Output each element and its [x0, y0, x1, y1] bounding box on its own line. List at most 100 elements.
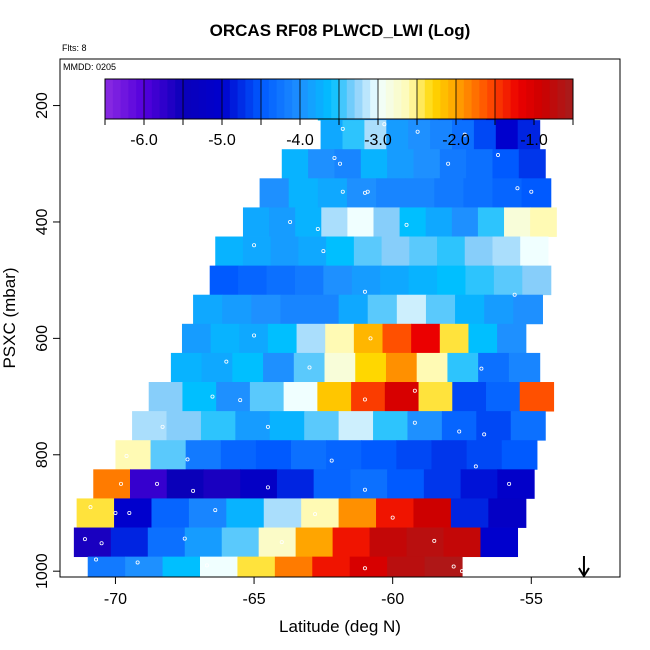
- colorbar-segment: [105, 79, 114, 119]
- sample-point: [368, 336, 373, 341]
- sample-point: [329, 458, 334, 463]
- y-tick-label: 800: [34, 441, 51, 468]
- heatmap-cell: [263, 352, 295, 383]
- heatmap-cell: [200, 411, 236, 441]
- heatmap-cell: [441, 411, 477, 441]
- heatmap-cell: [188, 498, 227, 528]
- colorbar-segment: [378, 79, 387, 119]
- colorbar-segment: [229, 79, 239, 119]
- heatmap-cell: [280, 294, 311, 325]
- heatmap-cell: [267, 323, 298, 354]
- colorbar-segment: [284, 79, 293, 119]
- heatmap-cell: [349, 556, 388, 577]
- sample-point: [191, 488, 196, 493]
- heatmap-cell: [434, 178, 464, 208]
- colorbar-segment: [307, 79, 317, 119]
- heatmap-cell: [181, 323, 212, 354]
- colorbar-segment: [479, 79, 488, 119]
- x-tick-label: -60: [381, 591, 404, 608]
- sample-point: [196, 283, 201, 288]
- heatmap-cell: [413, 498, 452, 528]
- sample-point: [288, 219, 293, 224]
- heatmap-cell: [308, 149, 336, 179]
- sample-point: [279, 540, 284, 545]
- colorbar-segment: [315, 79, 324, 119]
- heatmap-cell: [413, 149, 441, 179]
- heatmap-cell: [399, 207, 427, 237]
- x-tick-label: -65: [242, 591, 265, 608]
- heatmap-cell: [517, 120, 541, 150]
- colorbar-segment: [112, 79, 122, 119]
- heatmap-cell: [130, 469, 168, 499]
- heatmap-cell: [235, 411, 271, 441]
- heatmap-cell: [497, 323, 527, 354]
- colorbar-segment: [424, 79, 434, 119]
- heatmap-cell: [193, 294, 223, 325]
- heatmap-cell: [443, 527, 482, 558]
- heatmap-cell: [476, 411, 512, 441]
- colorbar-segment: [362, 79, 371, 119]
- heatmap-cell: [87, 556, 126, 577]
- colorbar-segment: [136, 79, 145, 119]
- heatmap-cell: [510, 411, 546, 441]
- colorbar-segment: [167, 79, 176, 119]
- sample-point: [479, 366, 484, 371]
- heatmap-cell: [463, 178, 494, 208]
- heatmap-cell: [380, 265, 410, 296]
- heatmap-cell: [355, 352, 387, 383]
- heatmap-cell: [439, 323, 470, 354]
- sample-point: [315, 226, 320, 231]
- colorbar-segment: [323, 79, 332, 119]
- sample-point: [204, 563, 209, 568]
- colorbar-segment: [206, 79, 215, 119]
- colorbar-segment: [518, 79, 527, 119]
- heatmap-cell: [182, 382, 217, 412]
- heatmap-cell: [416, 352, 449, 383]
- colorbar-segment: [432, 79, 441, 119]
- sample-point: [265, 424, 270, 429]
- sample-point: [252, 333, 257, 338]
- heatmap-cell: [439, 149, 467, 179]
- heatmap-cell: [304, 411, 340, 441]
- colorbar-tick-label: -6.0: [130, 132, 158, 149]
- date-note: MMDD: 0205: [63, 62, 116, 72]
- heatmap-cell: [320, 120, 344, 150]
- heatmap-cell: [381, 236, 410, 267]
- heatmap-cell: [269, 411, 305, 441]
- colorbar-tick-label: -5.0: [208, 132, 236, 149]
- heatmap-cell: [468, 323, 498, 354]
- heatmap-cells: [73, 91, 557, 577]
- heatmap-cell: [200, 556, 239, 577]
- heatmap-cell: [486, 382, 521, 412]
- heatmap-cell: [294, 265, 324, 296]
- heatmap-cell: [501, 440, 538, 470]
- heatmap-cell: [201, 352, 233, 383]
- sample-point: [340, 126, 345, 131]
- sample-point: [382, 122, 387, 127]
- chart-title: ORCAS RF08 PLWCD_LWI (Log): [210, 21, 471, 40]
- heatmap-cell: [295, 527, 334, 558]
- sample-point: [507, 481, 512, 486]
- heatmap-cell: [255, 440, 292, 470]
- heatmap-cell: [209, 265, 239, 296]
- heatmap-cell: [513, 294, 543, 325]
- sample-point: [362, 289, 367, 294]
- arrow-head: [578, 567, 590, 578]
- colorbar-segment: [471, 79, 480, 119]
- sample-point: [365, 189, 370, 194]
- heatmap-cell: [232, 352, 264, 383]
- x-tick-label: -70: [104, 591, 127, 608]
- colorbar-segment: [401, 79, 410, 119]
- heatmap-cell: [342, 120, 365, 150]
- heatmap-cell: [522, 265, 552, 296]
- colorbar-segment: [495, 79, 504, 119]
- colorbar-segment: [159, 79, 168, 119]
- heatmap-cell: [249, 382, 285, 412]
- sample-point: [362, 397, 367, 402]
- heatmap-cell: [325, 323, 355, 354]
- heatmap-cell: [296, 323, 326, 354]
- heatmap-cell: [238, 265, 268, 296]
- heatmap-cell: [464, 236, 494, 267]
- sample-point: [415, 129, 420, 134]
- heatmap-cell: [484, 294, 514, 325]
